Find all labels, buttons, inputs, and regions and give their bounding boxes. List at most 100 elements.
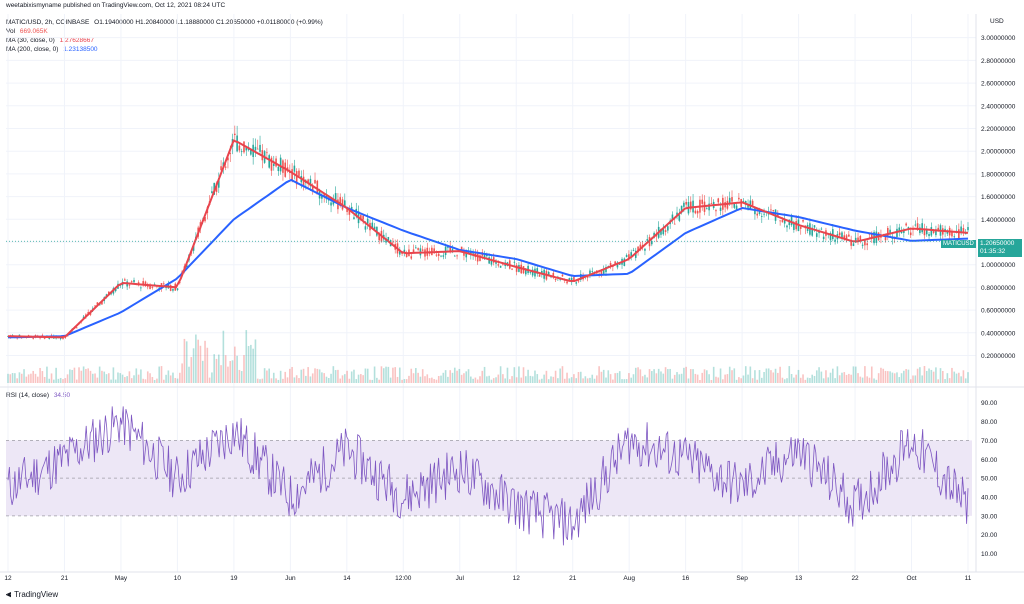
candle-body: [568, 278, 571, 281]
candle-body: [272, 163, 275, 166]
candle-body: [618, 263, 621, 265]
symbol-label: MATIC/USD, 2h, COINBASE: [6, 19, 90, 26]
volume-bar: [369, 379, 371, 383]
candle-body: [639, 244, 642, 249]
candle-body: [694, 210, 697, 214]
volume-bar: [841, 372, 843, 383]
price-axis-unit: USD: [990, 18, 1004, 25]
volume-bar: [774, 368, 777, 383]
volume-bar: [440, 375, 442, 383]
volume-bar: [790, 374, 793, 383]
candle-body: [919, 227, 921, 234]
volume-bar: [151, 376, 154, 383]
volume-bar: [266, 370, 268, 383]
volume-bar: [396, 376, 399, 383]
volume-bar: [815, 370, 818, 383]
candle-body: [623, 258, 626, 266]
volume-bar: [9, 374, 12, 383]
candle-body: [857, 237, 859, 241]
candle-body: [935, 229, 937, 236]
volume-bar: [447, 376, 449, 383]
volume-bar: [238, 369, 241, 383]
volume-bar: [930, 369, 933, 383]
volume-bar: [742, 375, 745, 383]
volume-bar: [286, 377, 289, 383]
volume-bar: [289, 368, 291, 383]
volume-bar: [80, 370, 83, 383]
volume-bar: [536, 374, 539, 383]
volume-bar: [903, 370, 905, 383]
tradingview-brand[interactable]: ⫷ TradingView: [6, 589, 58, 600]
candle-body: [605, 267, 607, 273]
volume-bar: [948, 378, 951, 383]
candle-body: [589, 270, 591, 275]
volume-bar: [671, 378, 674, 383]
candle-body: [497, 264, 500, 266]
candle-body: [614, 261, 616, 265]
candle-body: [64, 337, 67, 338]
volume-bar: [348, 378, 351, 383]
candle-body: [554, 278, 557, 281]
volume-bar: [756, 379, 759, 383]
volume-bar: [799, 377, 802, 383]
volume-bar: [7, 373, 9, 383]
volume-bar: [669, 368, 671, 383]
candle-body: [66, 335, 69, 337]
volume-bar: [417, 372, 419, 383]
volume-bar: [408, 375, 410, 383]
volume-bar: [179, 372, 181, 383]
candle-body: [925, 228, 928, 235]
volume-bar: [330, 373, 332, 383]
last-price-label: 1.20650000 01:35:32: [978, 239, 1022, 257]
ohlc-line: MATIC/USD, 2h, COINBASE O1.19400000 H1.2…: [6, 19, 323, 27]
ohlc-values: O1.19400000 H1.20840000 L1.18880000 C1.2…: [94, 19, 323, 26]
volume-bar: [14, 373, 16, 383]
volume-bar: [932, 371, 935, 383]
volume-bar: [719, 368, 722, 383]
volume-bar: [538, 379, 541, 383]
volume-bar: [373, 366, 376, 383]
volume-bar: [486, 376, 488, 383]
volume-bar: [66, 374, 69, 383]
volume-bar: [298, 378, 300, 383]
volume-bar: [364, 368, 367, 383]
time-tick-label: 16: [682, 575, 690, 582]
candle-body: [211, 191, 213, 194]
volume-bar: [504, 378, 506, 383]
volume-bar: [69, 369, 71, 383]
volume-bar: [254, 339, 257, 383]
volume-bar: [735, 379, 738, 383]
volume-bar: [836, 366, 839, 383]
volume-bar: [541, 378, 543, 383]
volume-bar: [605, 377, 607, 383]
candle-body: [75, 327, 78, 329]
candle-body: [811, 227, 814, 236]
candle-body: [946, 231, 949, 234]
candle-body: [151, 286, 154, 288]
candle-body: [378, 233, 380, 241]
volume-bar: [142, 378, 144, 383]
candle-body: [777, 213, 779, 218]
volume-bar: [460, 374, 463, 383]
rsi-line: [7, 406, 969, 546]
candle-body: [346, 207, 348, 212]
candle-body: [889, 229, 891, 233]
volume-bar: [529, 375, 532, 383]
volume-bar: [731, 370, 733, 383]
volume-bar: [634, 367, 637, 383]
candle-body: [678, 215, 681, 221]
time-tick-label: 12: [513, 575, 521, 582]
volume-bar: [689, 369, 692, 383]
volume-bar: [325, 376, 328, 383]
candle-body: [488, 257, 490, 264]
candle-body: [958, 229, 960, 239]
candle-body: [793, 223, 795, 230]
rsi-tick-label: 50.00: [981, 476, 998, 483]
candle-body: [435, 254, 438, 256]
volume-bar: [30, 373, 32, 383]
volume-bar: [23, 369, 25, 383]
volume-bar: [557, 378, 559, 383]
volume-bar: [912, 375, 914, 383]
candle-body: [307, 179, 309, 183]
